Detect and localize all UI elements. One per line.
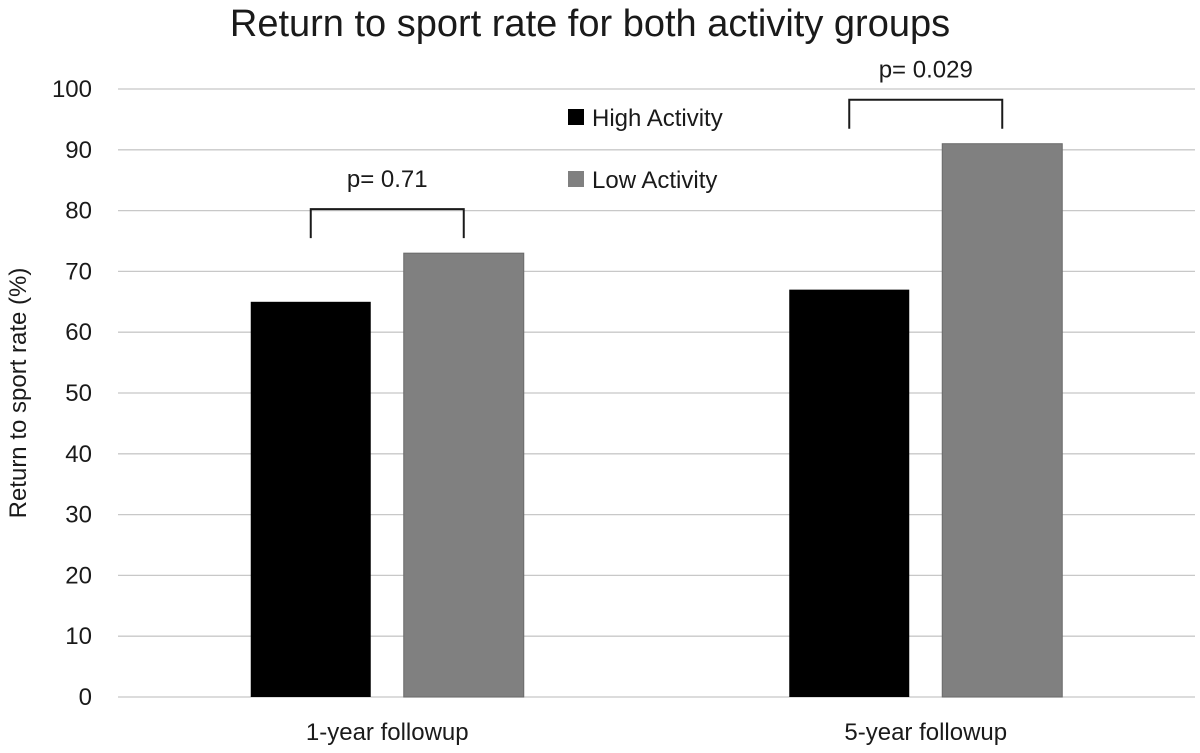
y-tick-label: 30	[65, 502, 92, 529]
chart-title: Return to sport rate for both activity g…	[230, 3, 950, 45]
y-tick-label: 100	[52, 76, 92, 103]
bar-high-activity	[789, 289, 910, 697]
legend-swatch	[568, 109, 584, 125]
bar-low-activity	[941, 143, 1063, 698]
p-value-label: p= 0.71	[347, 166, 428, 193]
y-tick-label: 90	[65, 137, 92, 164]
bars	[250, 143, 1063, 698]
legend-swatch	[568, 171, 584, 187]
legend: High Activity Low Activity	[568, 105, 723, 194]
y-tick-label: 70	[65, 258, 92, 285]
y-tick-label: 40	[65, 441, 92, 468]
x-axis-categories: 1-year followup 5-year followup	[306, 719, 1007, 746]
significance-bracket	[848, 98, 1004, 129]
y-axis-label: Return to sport rate (%)	[5, 268, 32, 519]
y-tick-label: 60	[65, 319, 92, 346]
legend-label: High Activity	[592, 105, 723, 132]
p-value-label: p= 0.029	[879, 57, 973, 84]
y-axis-ticks: 0 10 20 30 40 50 60 70 80 90 100	[52, 76, 92, 711]
x-category-label: 5-year followup	[844, 719, 1007, 746]
y-tick-label: 10	[65, 623, 92, 650]
y-tick-label: 20	[65, 562, 92, 589]
bar-high-activity	[250, 301, 371, 697]
y-tick-label: 0	[79, 684, 92, 711]
y-tick-label: 80	[65, 198, 92, 225]
x-category-label: 1-year followup	[306, 719, 469, 746]
y-tick-label: 50	[65, 380, 92, 407]
significance-annotations: p= 0.71 p= 0.029	[309, 57, 1004, 239]
legend-label: Low Activity	[592, 167, 717, 194]
significance-bracket	[309, 208, 465, 239]
bar-low-activity	[403, 252, 525, 698]
